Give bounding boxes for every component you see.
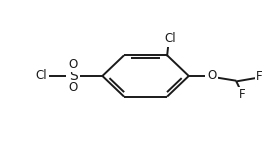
Text: O: O <box>69 81 78 94</box>
Text: O: O <box>207 69 216 82</box>
Text: Cl: Cl <box>36 69 48 82</box>
Text: F: F <box>239 88 246 101</box>
Text: O: O <box>69 58 78 71</box>
Text: F: F <box>256 70 263 83</box>
Text: Cl: Cl <box>164 32 176 45</box>
Text: S: S <box>69 69 78 83</box>
